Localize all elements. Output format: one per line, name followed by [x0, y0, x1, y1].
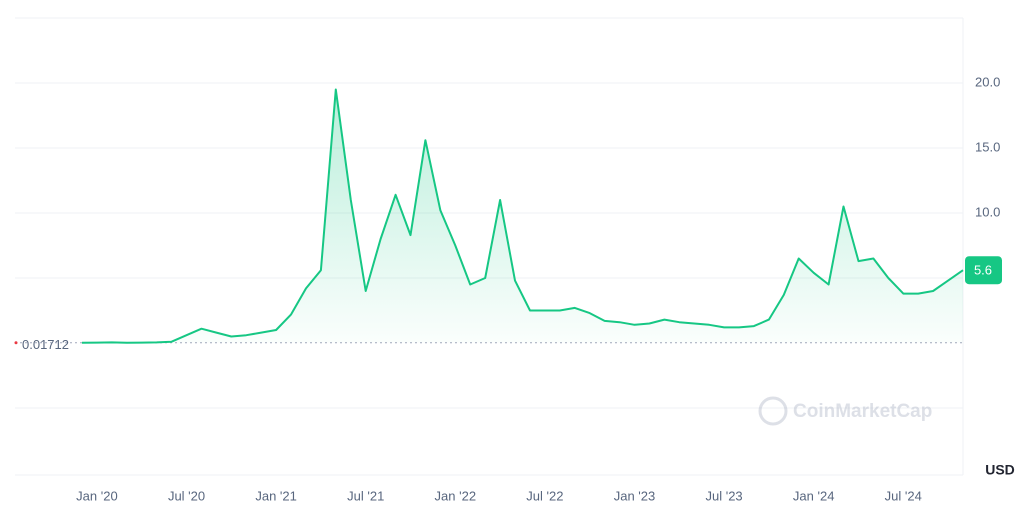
currency: USD — [985, 462, 1015, 478]
x-tick-label: Jan '24 — [793, 488, 835, 503]
x-tick-label: Jan '23 — [614, 488, 656, 503]
x-tick-label: Jul '20 — [168, 488, 205, 503]
y-tick-label: 10.0 — [975, 204, 1000, 219]
price-badge-label: 5.6 — [974, 263, 992, 278]
baseline-dot — [14, 341, 18, 345]
watermark-text: CoinMarketCap — [793, 401, 932, 422]
x-tick-label: Jul '21 — [347, 488, 384, 503]
x-tick-label: Jan '21 — [255, 488, 297, 503]
x-tick-label: Jul '23 — [705, 488, 742, 503]
x-tick-label: Jan '22 — [435, 488, 477, 503]
price-line — [81, 88, 964, 344]
price-area — [82, 89, 963, 343]
x-tick-label: Jul '24 — [885, 488, 922, 503]
x-tick-label: Jan '20 — [76, 488, 118, 503]
y-tick-label: 20.0 — [975, 74, 1000, 89]
baseline-label: 0.01712 — [22, 337, 69, 352]
y-tick-label: 15.0 — [975, 139, 1000, 154]
price-badge — [965, 256, 1002, 285]
x-tick-label: Jul '22 — [526, 488, 563, 503]
watermark: CoinMarketCap — [758, 396, 932, 426]
